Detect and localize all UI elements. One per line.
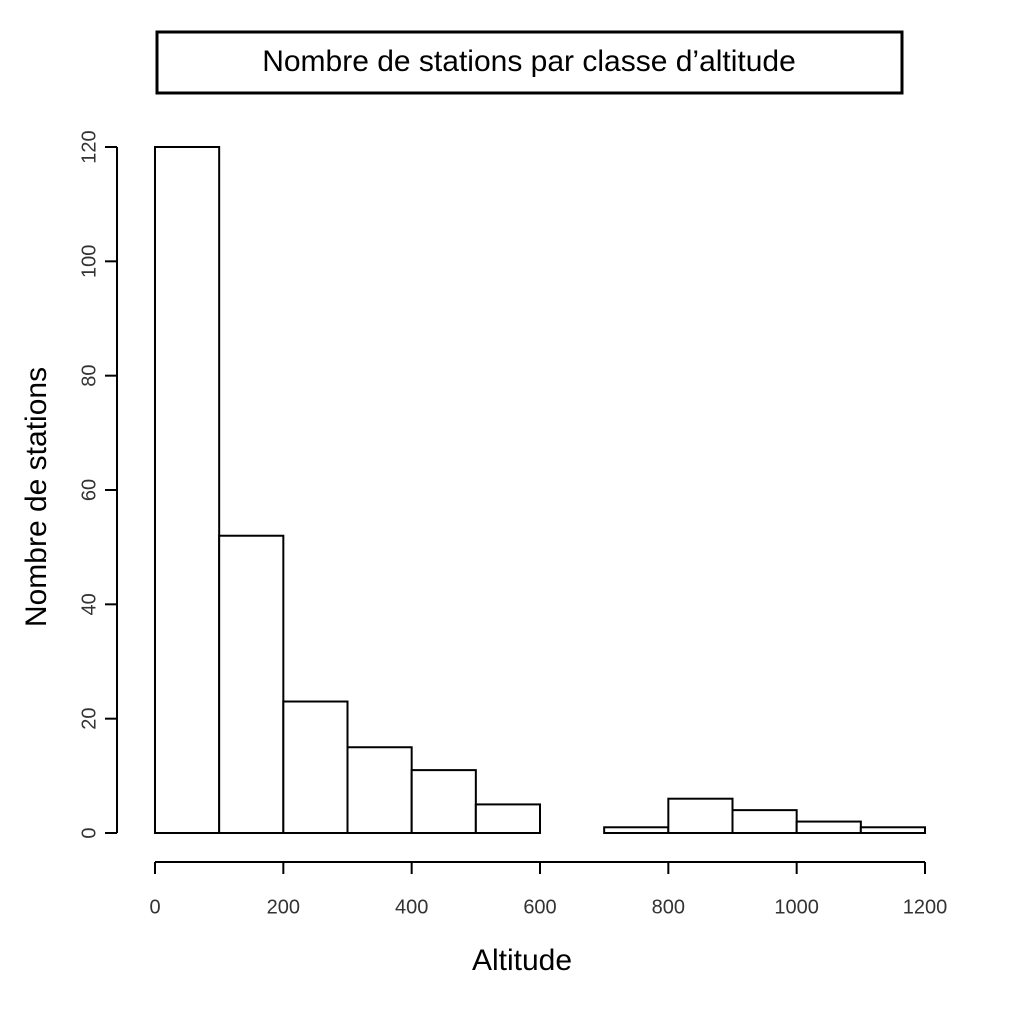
bar	[282, 700, 349, 834]
bar	[218, 534, 285, 834]
bar	[603, 826, 670, 834]
bar	[410, 769, 477, 834]
y-tick-label: 120	[78, 130, 100, 163]
bar	[667, 797, 734, 835]
y-tick-label: 60	[78, 479, 100, 501]
bar	[859, 826, 926, 834]
x-axis-label: Altitude	[472, 944, 572, 977]
bar	[346, 746, 413, 834]
y-tick-label: 80	[78, 365, 100, 387]
x-tick-label: 400	[395, 896, 428, 918]
y-tick-label: 0	[78, 827, 100, 838]
x-tick-label: 1000	[774, 896, 819, 918]
bar	[731, 809, 798, 835]
x-tick-label: 800	[652, 896, 685, 918]
chart-title: Nombre de stations par classe d’altitude	[262, 45, 796, 78]
y-tick-label: 20	[78, 708, 100, 730]
x-tick-label: 600	[523, 896, 556, 918]
x-tick-label: 1200	[903, 896, 948, 918]
y-tick-label: 40	[78, 593, 100, 615]
bar	[795, 820, 862, 834]
bar	[154, 146, 221, 834]
y-tick-label: 100	[78, 245, 100, 278]
title-box	[155, 30, 904, 95]
bar	[474, 803, 542, 835]
x-tick-label: 0	[149, 896, 160, 918]
x-tick-label: 200	[267, 896, 300, 918]
y-axis-label: Nombre de stations	[20, 367, 53, 627]
